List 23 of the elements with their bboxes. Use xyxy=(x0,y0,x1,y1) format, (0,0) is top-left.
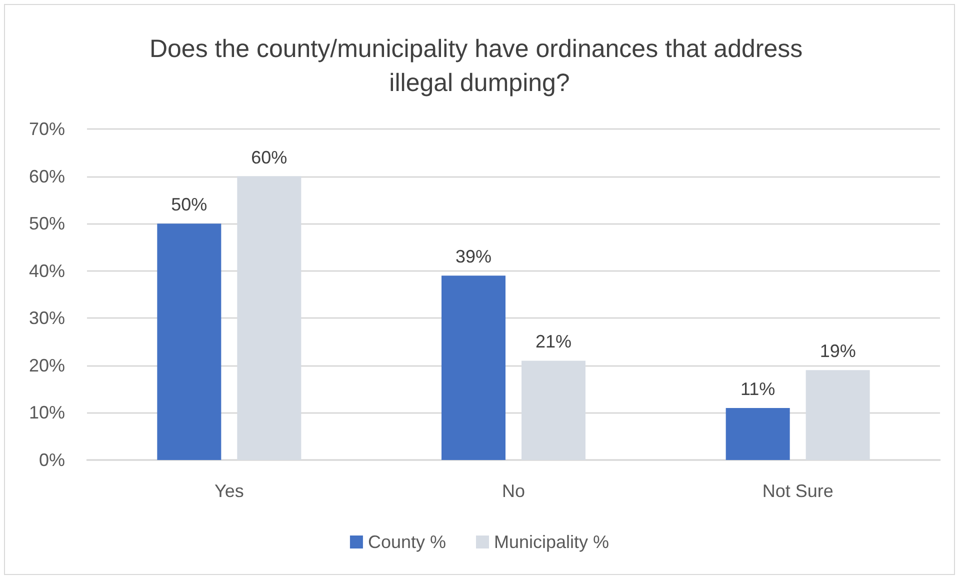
y-tick-label: 30% xyxy=(28,308,65,328)
y-tick-label: 50% xyxy=(28,214,65,234)
x-tick-label: No xyxy=(502,481,526,501)
x-tick-label: Not Sure xyxy=(762,481,834,501)
x-tick-label: Yes xyxy=(214,481,244,501)
legend-label: Municipality % xyxy=(494,532,610,552)
bar xyxy=(157,224,222,460)
data-label: 11% xyxy=(740,378,776,399)
data-label: 19% xyxy=(820,341,856,362)
bar xyxy=(442,276,506,460)
data-label: 39% xyxy=(455,246,492,267)
y-tick-label: 60% xyxy=(28,166,65,186)
data-label: 60% xyxy=(251,147,288,168)
y-tick-label: 20% xyxy=(28,355,65,376)
bar xyxy=(726,408,790,460)
data-label: 50% xyxy=(171,194,208,215)
y-tick-label: 0% xyxy=(38,450,65,470)
chart-title: Does the county/municipality have ordinances that address illegal dumping? xyxy=(149,35,810,97)
y-tick-label: 70% xyxy=(28,119,65,139)
y-tick-label: 40% xyxy=(28,260,65,281)
data-label: 21% xyxy=(535,332,572,352)
legend-label: County % xyxy=(368,532,446,552)
y-tick-label: 10% xyxy=(28,402,65,423)
